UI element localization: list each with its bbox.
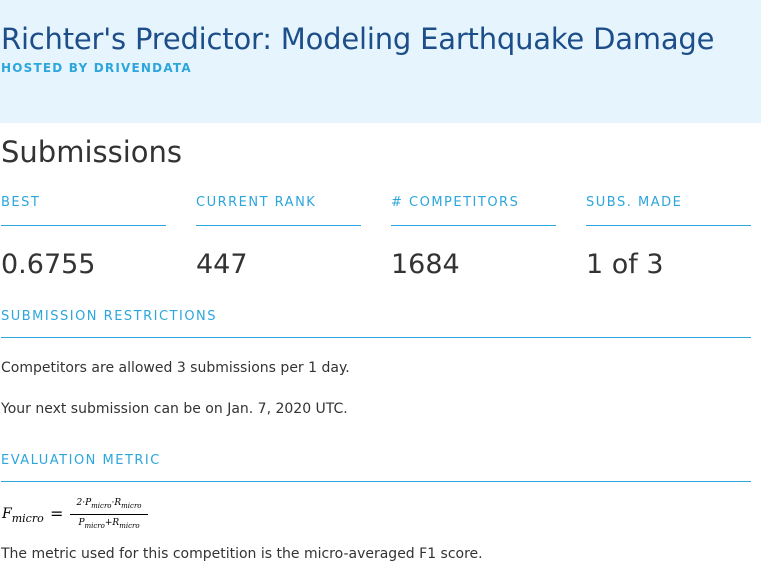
- formula-denominator: Pmicro+Rmicro: [78, 517, 140, 530]
- submissions-heading: Submissions: [1, 135, 183, 169]
- stat-best: BEST 0.6755: [1, 195, 166, 280]
- formula-numerator: 2·Pmicro·Rmicro: [76, 498, 142, 510]
- stat-best-label: BEST: [1, 195, 166, 226]
- stat-subs-made: SUBS. MADE 1 of 3: [586, 195, 751, 280]
- formula-equals: =: [50, 504, 64, 523]
- stat-rank-value: 447: [196, 249, 248, 280]
- stat-subs-label: SUBS. MADE: [586, 195, 751, 226]
- submission-restrictions-heading: SUBMISSION RESTRICTIONS: [1, 309, 751, 338]
- competition-title[interactable]: Richter's Predictor: Modeling Earthquake…: [1, 22, 715, 56]
- stat-competitors: # COMPETITORS 1684: [391, 195, 556, 280]
- hosted-by-label[interactable]: HOSTED BY DRIVENDATA: [1, 61, 192, 75]
- formula-fraction: 2·Pmicro·Rmicro Pmicro+Rmicro: [70, 496, 148, 533]
- formula-lhs: Fmicro: [2, 506, 44, 525]
- evaluation-metric-heading: EVALUATION METRIC: [1, 453, 751, 482]
- stat-rank-label: CURRENT RANK: [196, 195, 361, 226]
- stat-competitors-value: 1684: [391, 249, 460, 280]
- stat-best-value: 0.6755: [1, 249, 96, 280]
- stat-competitors-label: # COMPETITORS: [391, 195, 556, 226]
- restriction-allowance-text: Competitors are allowed 3 submissions pe…: [1, 360, 350, 376]
- metric-description: The metric used for this competition is …: [1, 546, 483, 562]
- stat-subs-value: 1 of 3: [586, 249, 664, 280]
- next-submission-text: Your next submission can be on Jan. 7, 2…: [1, 401, 348, 417]
- competition-header: Richter's Predictor: Modeling Earthquake…: [0, 0, 761, 123]
- stat-current-rank: CURRENT RANK 447: [196, 195, 361, 280]
- fraction-bar: [70, 513, 148, 515]
